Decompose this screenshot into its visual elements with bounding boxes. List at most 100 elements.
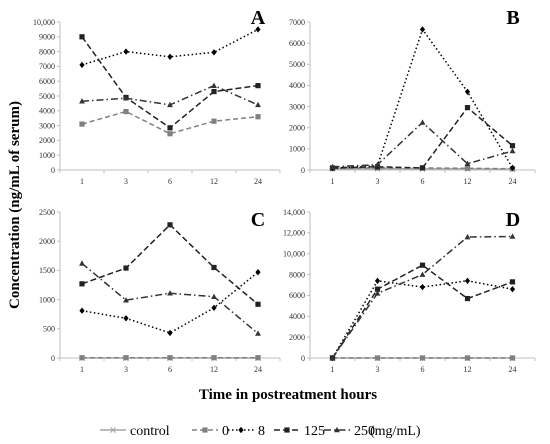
y-tick-label: 3000: [289, 102, 305, 111]
data-point-dose-250: [374, 161, 381, 168]
data-point-dose-8: [464, 88, 471, 95]
x-tick-label: 6: [168, 177, 172, 186]
y-tick-label: 9000: [39, 33, 55, 42]
y-tick-label: 2000: [39, 136, 55, 145]
y-tick-label: 4000: [289, 81, 305, 90]
data-point-dose-8: [167, 53, 173, 60]
y-tick-label: 1000: [289, 145, 305, 154]
y-tick-label: 2000: [289, 124, 305, 133]
y-tick-label: 2500: [39, 208, 55, 217]
data-point-dose-125: [509, 143, 516, 149]
y-tick-label: 10,000: [283, 250, 305, 259]
chart-panel-b: 0 1000 2000 3000 4000 5000 6000 7000 1 3 6 12 24 B: [289, 7, 536, 186]
data-point-dose-8: [255, 268, 261, 276]
y-tick-label: 8000: [39, 47, 55, 56]
data-point-dose-0: [419, 355, 426, 361]
x-tick-label: 1: [80, 365, 84, 374]
data-point-dose-8: [255, 26, 261, 33]
data-point-dose-250: [419, 119, 426, 125]
data-point-dose-250: [211, 82, 217, 88]
x-tick-label: 3: [124, 177, 128, 186]
data-point-dose-8: [79, 307, 85, 314]
y-tick-label: 4000: [289, 312, 305, 321]
x-tick-label: 3: [376, 177, 380, 186]
series-line-dose-125: [81, 36, 259, 129]
y-axis-label: Concentration (ng/mL of serum): [7, 101, 23, 309]
chart-panel-a: 0 1000 2000 3000 4000 5000 6000 7000 8000 9000 10,…: [33, 7, 281, 186]
data-point-dose-0: [79, 121, 85, 127]
y-tick-label: 5000: [39, 92, 55, 101]
data-point-dose-0: [255, 114, 261, 120]
data-point-dose-8: [509, 285, 516, 293]
y-tick-label: 5000: [289, 60, 305, 69]
data-point-dose-8: [419, 283, 426, 291]
y-tick-label: 14,000: [283, 208, 305, 217]
x-tick-label: 24: [254, 365, 262, 374]
legend-swatch-marker-b: [110, 427, 116, 433]
legend-label: 8: [258, 424, 265, 439]
y-tick-label: 8000: [289, 270, 305, 279]
data-point-dose-8: [211, 49, 217, 56]
data-point-dose-125: [374, 286, 381, 292]
data-point-dose-125: [464, 295, 471, 302]
data-point-dose-8: [374, 277, 381, 285]
data-point-dose-0: [167, 131, 173, 137]
data-point-dose-250: [374, 290, 381, 296]
data-point-dose-0: [123, 355, 129, 361]
x-tick-label: 6: [421, 365, 425, 374]
data-point-dose-250: [167, 101, 173, 108]
data-point-dose-8: [123, 315, 129, 322]
legend-swatch-marker: [238, 426, 244, 434]
data-point-dose-8: [167, 329, 173, 337]
data-point-dose-8: [79, 61, 85, 69]
data-point-dose-125: [419, 262, 426, 268]
legend-swatch-marker: [202, 427, 208, 433]
y-tick-label: 6000: [289, 39, 305, 48]
y-tick-label: 1000: [39, 151, 55, 160]
x-tick-label: 12: [210, 365, 218, 374]
x-tick-label: 12: [464, 365, 472, 374]
data-point-dose-250: [255, 330, 261, 336]
legend-item-dose-0: 0: [192, 424, 229, 439]
data-point-dose-250: [419, 271, 426, 277]
series-line-dose-125: [332, 106, 513, 169]
y-tick-label: 2000: [39, 237, 55, 246]
x-tick-label: 1: [80, 177, 84, 186]
data-point-dose-250: [255, 101, 261, 108]
y-tick-label: 6000: [289, 291, 305, 300]
legend-item-dose-125: 125: [274, 424, 325, 439]
x-tick-label: 6: [421, 177, 425, 186]
panel-letter: D: [506, 209, 520, 231]
y-tick-label: 0: [51, 166, 55, 175]
y-tick-label: 0: [301, 166, 305, 175]
data-point-dose-250: [79, 260, 85, 266]
data-point-dose-125: [167, 222, 173, 228]
data-point-dose-250: [464, 233, 471, 240]
data-point-dose-0: [123, 108, 129, 115]
data-point-dose-125: [211, 88, 217, 95]
y-tick-label: 500: [43, 325, 55, 334]
data-point-dose-125: [464, 105, 471, 111]
legend-item-control: control: [100, 424, 170, 439]
data-point-dose-125: [167, 125, 173, 131]
legend-unit: (mg/mL): [370, 424, 421, 439]
panel-letter: B: [506, 7, 519, 29]
data-point-dose-0: [255, 355, 261, 361]
chart-panel-d: 0 2000 4000 6000 8000 10,000 12,000 14,000 1 3 6 12…: [283, 208, 536, 374]
series-line-dose-8: [81, 271, 259, 334]
data-point-dose-8: [211, 304, 217, 311]
legend-swatch-marker: [284, 427, 290, 433]
y-tick-label: 12,000: [283, 229, 305, 238]
legend-label: 250: [354, 424, 375, 439]
y-tick-label: 2000: [289, 333, 305, 342]
data-point-dose-0: [79, 355, 85, 361]
data-point-dose-8: [509, 164, 516, 172]
legend-swatch-marker: [334, 426, 340, 433]
y-tick-label: 0: [51, 354, 55, 363]
data-point-dose-250: [211, 293, 217, 299]
legend-label: control: [130, 424, 170, 439]
series-line-dose-125: [331, 264, 513, 359]
y-tick-label: 1500: [39, 266, 55, 275]
data-point-dose-125: [509, 279, 516, 285]
data-point-dose-0: [167, 355, 173, 361]
